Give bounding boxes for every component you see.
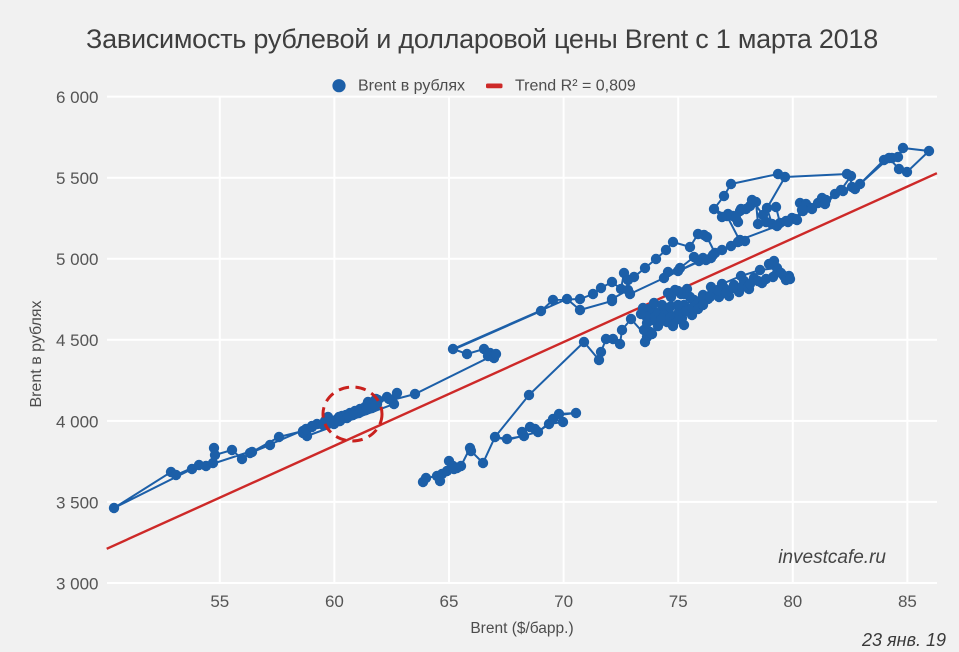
svg-text:70: 70 [554, 592, 573, 611]
svg-text:75: 75 [669, 592, 688, 611]
svg-text:Brent в рублях: Brent в рублях [358, 78, 465, 95]
svg-text:80: 80 [783, 592, 802, 611]
svg-text:investcafe.ru: investcafe.ru [778, 547, 886, 568]
svg-text:65: 65 [440, 592, 459, 611]
svg-text:85: 85 [898, 592, 917, 611]
svg-text:5 000: 5 000 [56, 250, 99, 269]
svg-text:60: 60 [325, 592, 344, 611]
svg-text:Brent в рублях: Brent в рублях [28, 301, 45, 408]
svg-text:4 500: 4 500 [56, 331, 99, 350]
svg-text:Brent ($/барр.): Brent ($/барр.) [470, 620, 573, 637]
svg-text:23 янв. 19: 23 янв. 19 [861, 630, 946, 650]
svg-text:5 500: 5 500 [56, 169, 99, 188]
svg-text:6 000: 6 000 [56, 88, 99, 107]
svg-text:Trend R² = 0,809: Trend R² = 0,809 [515, 78, 636, 95]
svg-text:3 500: 3 500 [56, 493, 99, 512]
svg-text:3 000: 3 000 [56, 574, 99, 593]
svg-text:Зависимость рублевой и долларо: Зависимость рублевой и долларовой цены B… [86, 24, 878, 54]
svg-text:4 000: 4 000 [56, 412, 99, 431]
svg-text:55: 55 [210, 592, 229, 611]
